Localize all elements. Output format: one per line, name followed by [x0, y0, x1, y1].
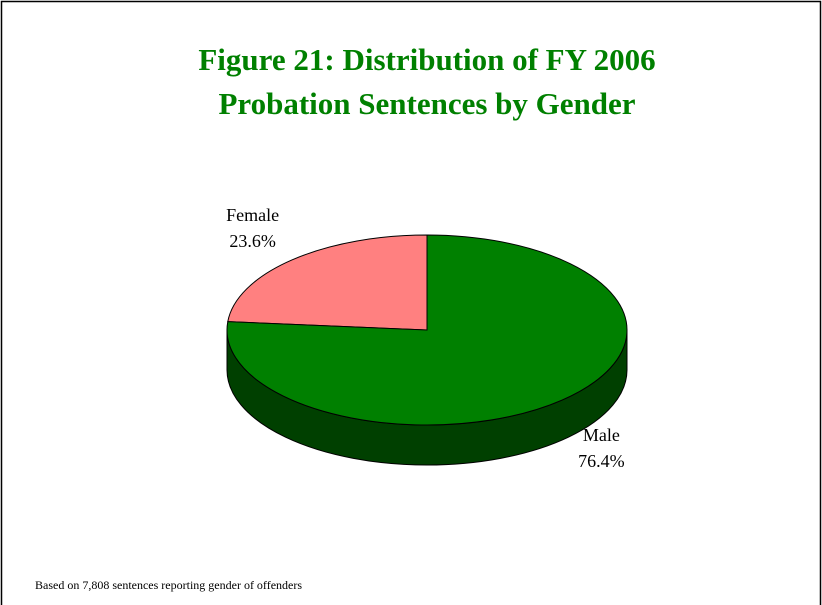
pie-slice [226, 234, 628, 426]
chart-title: Figure 21: Distribution of FY 2006 [198, 42, 655, 77]
footnote: Based on 7,808 sentences reporting gende… [35, 578, 302, 592]
pie-slice [227, 234, 428, 331]
chart-title: Probation Sentences by Gender [218, 86, 635, 121]
data-label-value: 76.4% [578, 451, 625, 471]
data-label-value: 23.6% [229, 231, 276, 251]
data-label-name: Male [583, 425, 620, 445]
data-label-name: Female [226, 205, 279, 225]
